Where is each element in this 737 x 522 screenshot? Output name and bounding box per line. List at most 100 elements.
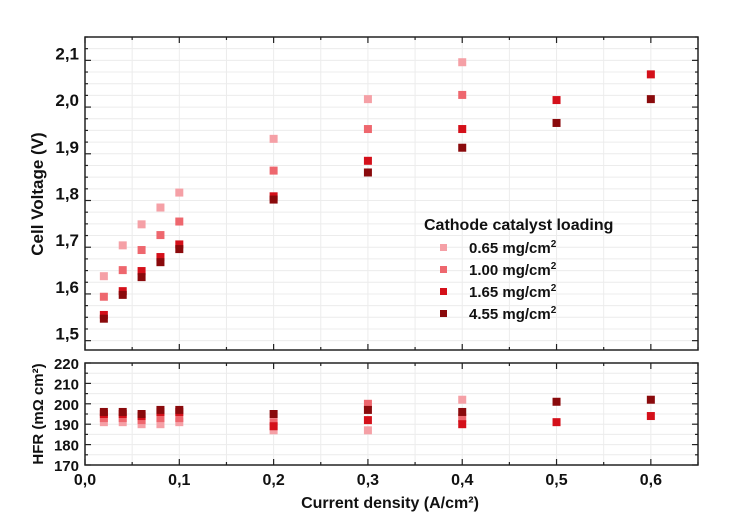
data-point [646, 395, 655, 404]
data-point [156, 253, 165, 262]
data-point [99, 314, 108, 323]
xlabel: Current density (A/cm²) [301, 495, 479, 512]
data-point [458, 58, 467, 67]
legend-swatch [440, 266, 447, 273]
data-point [118, 407, 127, 416]
y-tick-label: 200 [54, 397, 79, 414]
data-point [156, 258, 165, 267]
superscript: 2 [551, 283, 557, 294]
data-point [156, 414, 165, 423]
y-tick-label: 220 [54, 356, 79, 373]
data-point [269, 426, 278, 435]
data-point [363, 405, 372, 414]
superscript: 2 [551, 305, 557, 316]
data-point [137, 416, 146, 425]
data-point [269, 418, 278, 427]
x-tick-label: 0,3 [357, 472, 379, 489]
data-point [269, 422, 278, 431]
y-tick-label: 1,7 [55, 231, 79, 250]
data-point [363, 95, 372, 104]
data-point [363, 125, 372, 134]
data-point [175, 414, 184, 423]
y-tick-label: 2,0 [55, 91, 79, 110]
data-point [156, 231, 165, 240]
y-tick-label: 1,8 [55, 185, 79, 204]
axis-ticks [84, 36, 699, 466]
x-tick-label: 0,0 [74, 472, 96, 489]
y-tick-label: 170 [54, 458, 79, 475]
data-point [269, 166, 278, 175]
data-point [458, 395, 467, 404]
data-point [175, 217, 184, 226]
tick-labels: 1,5 1,6 1,7 1,8 1,9 2,0 2,1 170 180 190 200 210 220 0… [54, 44, 662, 489]
data-point [156, 405, 165, 414]
data-point [99, 414, 108, 423]
legend-swatch [440, 244, 447, 251]
y-tick-label: 1,5 [55, 325, 79, 344]
data-point [175, 245, 184, 254]
data-point [99, 418, 108, 427]
data-point [118, 241, 127, 250]
y-tick-label: 1,9 [55, 138, 79, 157]
data-point [175, 405, 184, 414]
data-point [646, 412, 655, 421]
y-tick-label: 2,1 [55, 44, 79, 63]
data-point [118, 266, 127, 275]
data-point [458, 407, 467, 416]
data-point [269, 195, 278, 204]
legend-title: Cathode catalyst loading [424, 217, 613, 234]
x-tick-label: 0,4 [451, 472, 473, 489]
data-point [269, 134, 278, 143]
data-point [458, 414, 467, 423]
data-point [552, 96, 561, 105]
x-tick-label: 0,2 [262, 472, 284, 489]
data-point [363, 416, 372, 425]
legend-entry: 0.65 mg/cm2 [469, 239, 557, 257]
data-point [363, 426, 372, 435]
legend-swatch [440, 310, 447, 317]
x-tick-label: 0,5 [545, 472, 567, 489]
legend-entry: 1.65 mg/cm2 [469, 283, 557, 301]
data-point [363, 156, 372, 165]
superscript: 2 [551, 239, 557, 250]
data-point [458, 143, 467, 152]
legend-entry: 4.55 mg/cm2 [469, 305, 557, 323]
superscript: 2 [551, 261, 557, 272]
top-plot-frame [84, 36, 699, 351]
data-point [646, 95, 655, 104]
data-point [646, 70, 655, 79]
data-point [118, 290, 127, 299]
bottom-ylabel: HFR (mΩ cm²) [30, 363, 47, 464]
x-tick-label: 0,6 [640, 472, 662, 489]
data-point [175, 188, 184, 197]
data-point [175, 240, 184, 249]
data-points [99, 58, 655, 435]
x-tick-label: 0,1 [168, 472, 190, 489]
data-point [552, 418, 561, 427]
data-point [137, 410, 146, 418]
data-point [118, 418, 127, 427]
y-tick-label: 180 [54, 438, 79, 455]
data-point [552, 118, 561, 127]
y-tick-label: 190 [54, 417, 79, 434]
data-point [99, 292, 108, 301]
data-point [458, 420, 467, 429]
legend-entry: 1.00 mg/cm2 [469, 261, 557, 279]
data-point [156, 420, 165, 429]
data-point [137, 420, 146, 429]
data-point [156, 203, 165, 212]
data-point [269, 410, 278, 418]
y-tick-label: 210 [54, 376, 79, 393]
data-point [363, 399, 372, 408]
data-point [137, 220, 146, 229]
data-point [137, 246, 146, 255]
data-point [552, 397, 561, 406]
data-point [99, 272, 108, 281]
y-tick-label: 1,6 [55, 278, 79, 297]
data-point [99, 407, 108, 416]
data-point [118, 414, 127, 423]
data-point [458, 125, 467, 134]
data-point [137, 267, 146, 276]
data-point [137, 273, 146, 282]
